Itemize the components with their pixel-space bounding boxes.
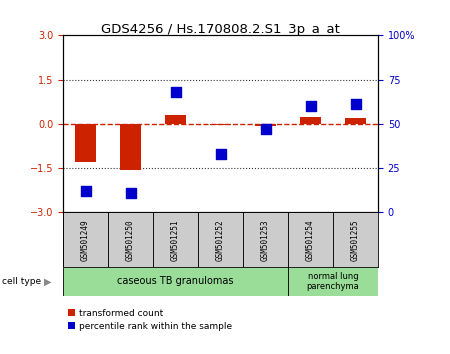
Point [307, 103, 314, 109]
Bar [243, 212, 288, 267]
Text: ▶: ▶ [44, 276, 52, 286]
Bar [108, 212, 153, 267]
Text: GSM501253: GSM501253 [261, 219, 270, 261]
Bar [333, 212, 378, 267]
Bar [301, 116, 320, 124]
Point [127, 190, 134, 196]
Point [217, 151, 224, 157]
Text: normal lung
parenchyma: normal lung parenchyma [306, 272, 360, 291]
Text: cell type: cell type [2, 277, 41, 286]
Text: GSM501255: GSM501255 [351, 219, 360, 261]
Bar [63, 267, 288, 296]
Bar [76, 124, 95, 162]
Point [352, 102, 359, 107]
Text: GSM501250: GSM501250 [126, 219, 135, 261]
Text: GDS4256 / Hs.170808.2.S1_3p_a_at: GDS4256 / Hs.170808.2.S1_3p_a_at [101, 23, 340, 36]
Bar [288, 212, 333, 267]
Bar [288, 267, 378, 296]
Bar [63, 212, 108, 267]
Point [172, 89, 179, 95]
Bar [198, 212, 243, 267]
Point [82, 188, 89, 194]
Bar [346, 118, 365, 124]
Point [262, 126, 269, 132]
Bar [256, 124, 275, 126]
Text: GSM501254: GSM501254 [306, 219, 315, 261]
Text: GSM501252: GSM501252 [216, 219, 225, 261]
Text: GSM501249: GSM501249 [81, 219, 90, 261]
Bar [121, 124, 140, 170]
Bar [153, 212, 198, 267]
Text: GSM501251: GSM501251 [171, 219, 180, 261]
Bar [166, 115, 185, 124]
Legend: transformed count, percentile rank within the sample: transformed count, percentile rank withi… [68, 309, 232, 331]
Bar [211, 124, 230, 125]
Text: caseous TB granulomas: caseous TB granulomas [117, 276, 234, 286]
